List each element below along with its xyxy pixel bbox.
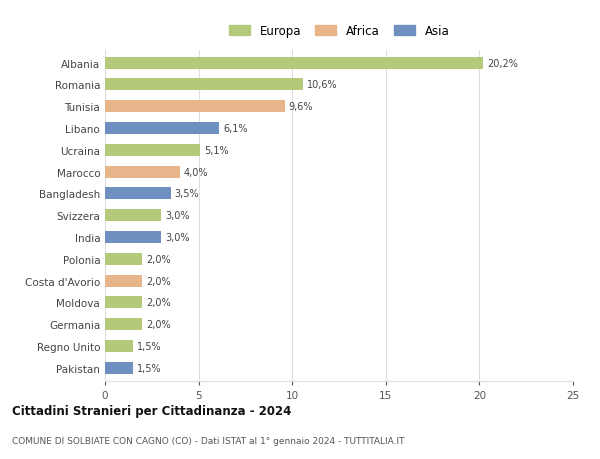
Bar <box>105 319 142 330</box>
Text: 2,0%: 2,0% <box>146 254 171 264</box>
Text: 3,5%: 3,5% <box>174 189 199 199</box>
Text: 3,0%: 3,0% <box>165 211 190 221</box>
Bar <box>105 79 304 91</box>
Legend: Europa, Africa, Asia: Europa, Africa, Asia <box>225 21 453 41</box>
Text: 2,0%: 2,0% <box>146 298 171 308</box>
Text: 4,0%: 4,0% <box>184 167 208 177</box>
Bar <box>105 123 219 135</box>
Text: 2,0%: 2,0% <box>146 319 171 330</box>
Bar <box>105 210 161 222</box>
Bar <box>105 188 170 200</box>
Text: 10,6%: 10,6% <box>307 80 338 90</box>
Text: 3,0%: 3,0% <box>165 232 190 242</box>
Text: COMUNE DI SOLBIATE CON CAGNO (CO) - Dati ISTAT al 1° gennaio 2024 - TUTTITALIA.I: COMUNE DI SOLBIATE CON CAGNO (CO) - Dati… <box>12 436 404 445</box>
Bar <box>105 297 142 308</box>
Bar <box>105 253 142 265</box>
Text: 5,1%: 5,1% <box>204 146 229 156</box>
Bar <box>105 57 483 69</box>
Bar <box>105 275 142 287</box>
Bar <box>105 145 200 157</box>
Bar <box>105 166 180 178</box>
Text: 6,1%: 6,1% <box>223 124 247 134</box>
Text: 20,2%: 20,2% <box>487 59 518 68</box>
Text: Cittadini Stranieri per Cittadinanza - 2024: Cittadini Stranieri per Cittadinanza - 2… <box>12 404 292 417</box>
Text: 9,6%: 9,6% <box>289 102 313 112</box>
Text: 2,0%: 2,0% <box>146 276 171 286</box>
Bar <box>105 362 133 374</box>
Text: 1,5%: 1,5% <box>137 363 161 373</box>
Bar <box>105 101 285 113</box>
Bar <box>105 340 133 352</box>
Text: 1,5%: 1,5% <box>137 341 161 351</box>
Bar <box>105 231 161 243</box>
